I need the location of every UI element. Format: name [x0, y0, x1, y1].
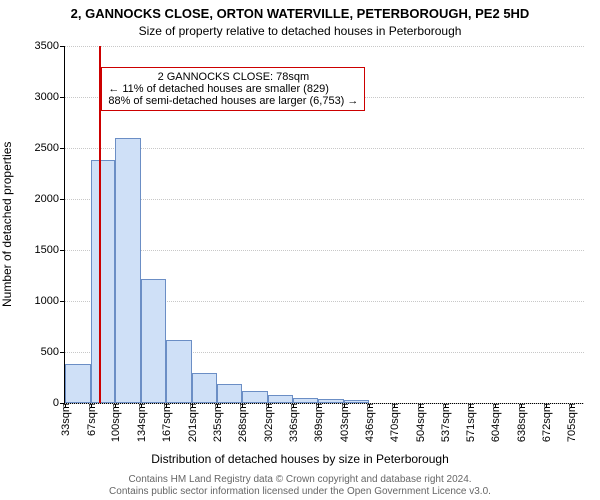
- gridline: [65, 403, 584, 404]
- gridline: [65, 250, 584, 251]
- x-tick-label: 302sqm: [261, 403, 275, 442]
- annotation-line: 88% of semi-detached houses are larger (…: [108, 95, 358, 107]
- gridline: [65, 199, 584, 200]
- histogram-bar: [268, 395, 294, 403]
- x-tick-label: 100sqm: [108, 403, 122, 442]
- gridline: [65, 46, 584, 47]
- y-axis-label: Number of detached properties: [0, 142, 14, 307]
- x-tick-label: 369sqm: [311, 403, 325, 442]
- footer-attribution: Contains HM Land Registry data © Crown c…: [0, 474, 600, 498]
- x-tick-label: 436sqm: [362, 403, 376, 442]
- x-tick-label: 470sqm: [387, 403, 401, 442]
- footer-line-2: Contains public sector information licen…: [0, 486, 600, 498]
- histogram-bar: [217, 384, 242, 403]
- gridline: [65, 148, 584, 149]
- x-tick-label: 571sqm: [463, 403, 477, 442]
- annotation-line: ← 11% of detached houses are smaller (82…: [108, 83, 358, 95]
- x-tick-label: 201sqm: [185, 403, 199, 442]
- histogram-bar: [293, 398, 318, 403]
- x-tick-label: 336sqm: [286, 403, 300, 442]
- footer-line-1: Contains HM Land Registry data © Crown c…: [0, 474, 600, 486]
- histogram-bar: [115, 138, 141, 403]
- chart-title: 2, GANNOCKS CLOSE, ORTON WATERVILLE, PET…: [0, 6, 600, 21]
- x-tick-label: 504sqm: [413, 403, 427, 442]
- histogram-bar: [166, 340, 192, 403]
- x-tick-label: 705sqm: [564, 403, 578, 442]
- annotation-line: 2 GANNOCKS CLOSE: 78sqm: [108, 71, 358, 83]
- histogram-bar: [65, 364, 91, 403]
- histogram-bar: [242, 391, 268, 403]
- histogram-bar: [141, 279, 166, 403]
- x-axis-label: Distribution of detached houses by size …: [0, 452, 600, 466]
- chart-root: 2, GANNOCKS CLOSE, ORTON WATERVILLE, PET…: [0, 0, 600, 500]
- x-tick-label: 638sqm: [514, 403, 528, 442]
- histogram-bar: [344, 400, 369, 403]
- histogram-bar: [318, 399, 344, 403]
- x-tick-label: 235sqm: [210, 403, 224, 442]
- annotation-box: 2 GANNOCKS CLOSE: 78sqm← 11% of detached…: [101, 67, 365, 111]
- chart-subtitle: Size of property relative to detached ho…: [0, 24, 600, 38]
- x-tick-label: 403sqm: [337, 403, 351, 442]
- x-tick-label: 33sqm: [58, 403, 72, 436]
- x-tick-label: 537sqm: [438, 403, 452, 442]
- x-tick-label: 604sqm: [488, 403, 502, 442]
- x-tick-label: 672sqm: [539, 403, 553, 442]
- x-tick-label: 268sqm: [235, 403, 249, 442]
- x-tick-label: 167sqm: [159, 403, 173, 442]
- x-tick-label: 134sqm: [134, 403, 148, 442]
- histogram-bar: [91, 160, 116, 403]
- x-tick-label: 67sqm: [84, 403, 98, 436]
- histogram-bar: [192, 373, 218, 403]
- plot-area: 050010001500200025003000350033sqm67sqm10…: [64, 46, 584, 404]
